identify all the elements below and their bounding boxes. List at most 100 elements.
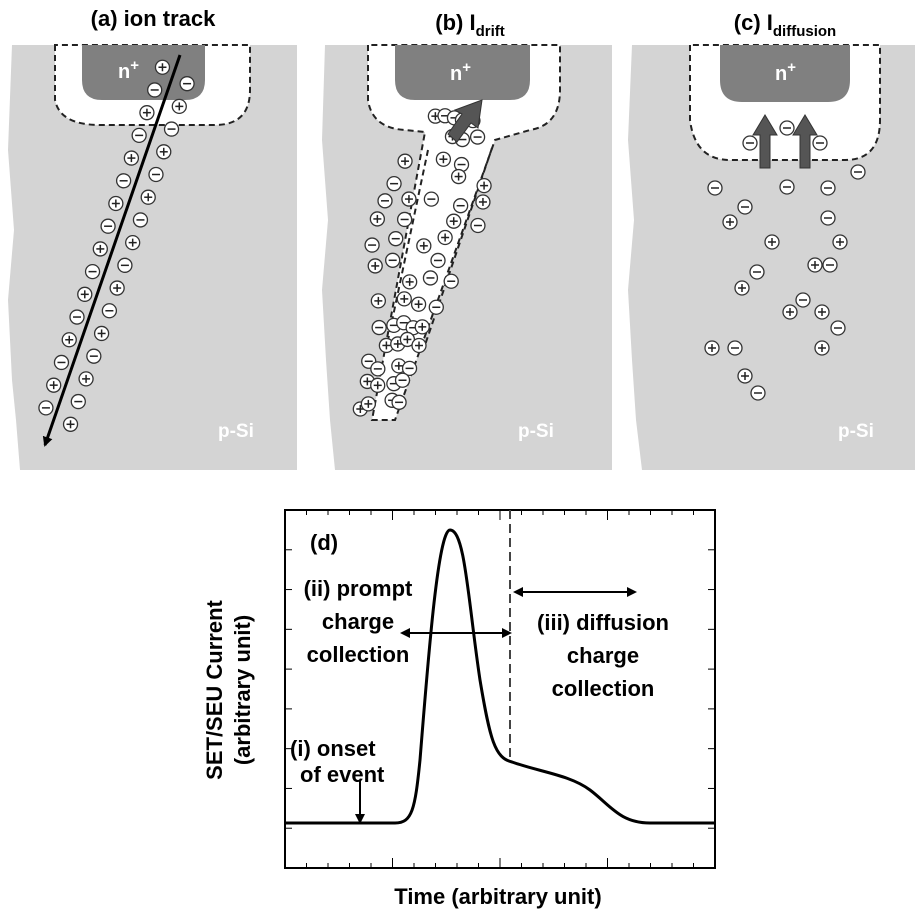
electron	[86, 265, 100, 279]
hole	[126, 236, 140, 250]
hole	[95, 326, 109, 340]
y-axis-label: SET/SEU Current	[202, 599, 227, 779]
hole	[436, 152, 450, 166]
annotation: (ii) prompt	[304, 576, 413, 601]
annotation: charge	[322, 609, 394, 634]
hole	[815, 341, 829, 355]
hole	[402, 192, 416, 206]
y-axis-label: (arbitrary unit)	[230, 615, 255, 765]
hole	[172, 99, 186, 113]
annotation: of event	[300, 762, 385, 787]
electron	[821, 211, 835, 225]
x-axis-label: Time (arbitrary unit)	[394, 884, 601, 909]
electron	[39, 401, 53, 415]
hole	[110, 281, 124, 295]
annotation: charge	[567, 643, 639, 668]
electron	[471, 130, 485, 144]
hole	[157, 145, 171, 159]
panel-a: (a) ion track n+ p-Si	[8, 6, 297, 470]
hole	[815, 305, 829, 319]
electron	[831, 321, 845, 335]
hole	[93, 242, 107, 256]
annotation: (i) onset	[290, 736, 376, 761]
hole	[62, 333, 76, 347]
hole	[723, 215, 737, 229]
panel-title-sub: drift	[476, 23, 505, 40]
electron	[365, 238, 379, 252]
electron	[70, 310, 84, 324]
hole	[447, 214, 461, 228]
hole	[79, 372, 93, 386]
electron	[102, 304, 116, 318]
hole	[403, 275, 417, 289]
electron	[728, 341, 742, 355]
electron	[396, 373, 410, 387]
electron	[813, 136, 827, 150]
electron	[429, 300, 443, 314]
hole	[438, 231, 452, 245]
panel-c: (c) Idiffusion n+ p-Si	[628, 10, 915, 470]
substrate-label: p-Si	[838, 421, 874, 442]
hole	[417, 239, 431, 253]
panel-title: (b) I	[435, 10, 475, 35]
hole	[477, 179, 491, 193]
hole	[368, 259, 382, 273]
electron	[823, 258, 837, 272]
panel-title: (c) I	[734, 10, 773, 35]
substrate-label: p-Si	[218, 421, 254, 442]
electron	[180, 77, 194, 91]
annotation: (iii) diffusion	[537, 610, 669, 635]
region-label: n	[118, 61, 130, 83]
hole	[370, 212, 384, 226]
panel-title: (c) Idiffusion	[734, 10, 836, 40]
electron	[132, 128, 146, 142]
annotation: collection	[552, 676, 655, 701]
hole	[109, 197, 123, 211]
electron	[743, 136, 757, 150]
electron	[424, 192, 438, 206]
hole	[64, 417, 78, 431]
electron	[454, 199, 468, 213]
hole	[155, 60, 169, 74]
panel-d: (d) (ii) prompt charge collection (iii) …	[202, 510, 715, 909]
electron	[71, 395, 85, 409]
electron	[149, 168, 163, 182]
panel-label: (d)	[310, 530, 338, 555]
hole	[141, 190, 155, 204]
electron	[708, 181, 722, 195]
electron	[780, 180, 794, 194]
hole	[361, 397, 375, 411]
hole	[397, 292, 411, 306]
electron	[821, 181, 835, 195]
electron	[118, 258, 132, 272]
hole	[412, 297, 426, 311]
electron	[444, 274, 458, 288]
hole	[735, 281, 749, 295]
hole	[808, 258, 822, 272]
electron	[101, 219, 115, 233]
electron	[851, 165, 865, 179]
region-sup: +	[462, 59, 471, 76]
hole	[124, 151, 138, 165]
electron	[431, 253, 445, 267]
hole	[398, 154, 412, 168]
electron	[387, 177, 401, 191]
electron	[751, 386, 765, 400]
substrate-label: p-Si	[518, 421, 554, 442]
hole	[765, 235, 779, 249]
electron	[392, 395, 406, 409]
electron	[117, 174, 131, 188]
hole	[452, 170, 466, 184]
hole	[783, 305, 797, 319]
hole	[371, 294, 385, 308]
panel-title: (b) Idrift	[435, 10, 505, 40]
electron	[389, 232, 403, 246]
hole	[833, 235, 847, 249]
region-label: n	[450, 63, 462, 85]
hole	[78, 287, 92, 301]
electron	[372, 321, 386, 335]
electron	[87, 349, 101, 363]
hole	[705, 341, 719, 355]
panel-title-sub: diffusion	[773, 23, 836, 40]
region-sup: +	[787, 59, 796, 76]
